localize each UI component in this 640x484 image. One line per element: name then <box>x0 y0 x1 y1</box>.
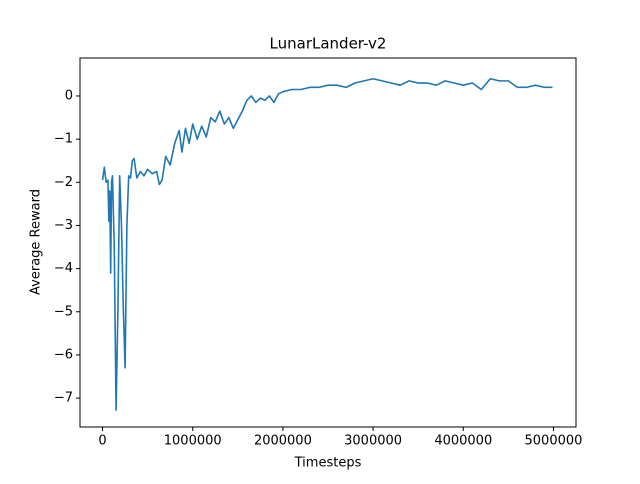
y-axis-label: Average Reward <box>29 189 44 295</box>
y-tick-label: −2 <box>54 175 73 190</box>
y-tick-label: −1 <box>54 132 73 147</box>
x-tick-label: 4000000 <box>434 434 492 449</box>
y-tick-label: −4 <box>54 261 73 276</box>
x-tick-label: 3000000 <box>344 434 402 449</box>
y-tick-label: −5 <box>54 304 73 319</box>
y-tick-label: 0 <box>65 88 73 103</box>
chart-title: LunarLander-v2 <box>270 35 387 53</box>
x-tick-label: 2000000 <box>254 434 312 449</box>
y-tick-label: −3 <box>54 218 73 233</box>
x-axis-label: Timesteps <box>294 456 362 471</box>
axes-frame <box>79 57 577 428</box>
x-tick-label: 0 <box>98 434 106 449</box>
x-tick-label: 5000000 <box>525 434 583 449</box>
data-line <box>101 77 553 411</box>
x-tick-label: 1000000 <box>164 434 222 449</box>
y-tick-label: −7 <box>54 391 73 406</box>
y-tick-label: −6 <box>54 347 73 362</box>
